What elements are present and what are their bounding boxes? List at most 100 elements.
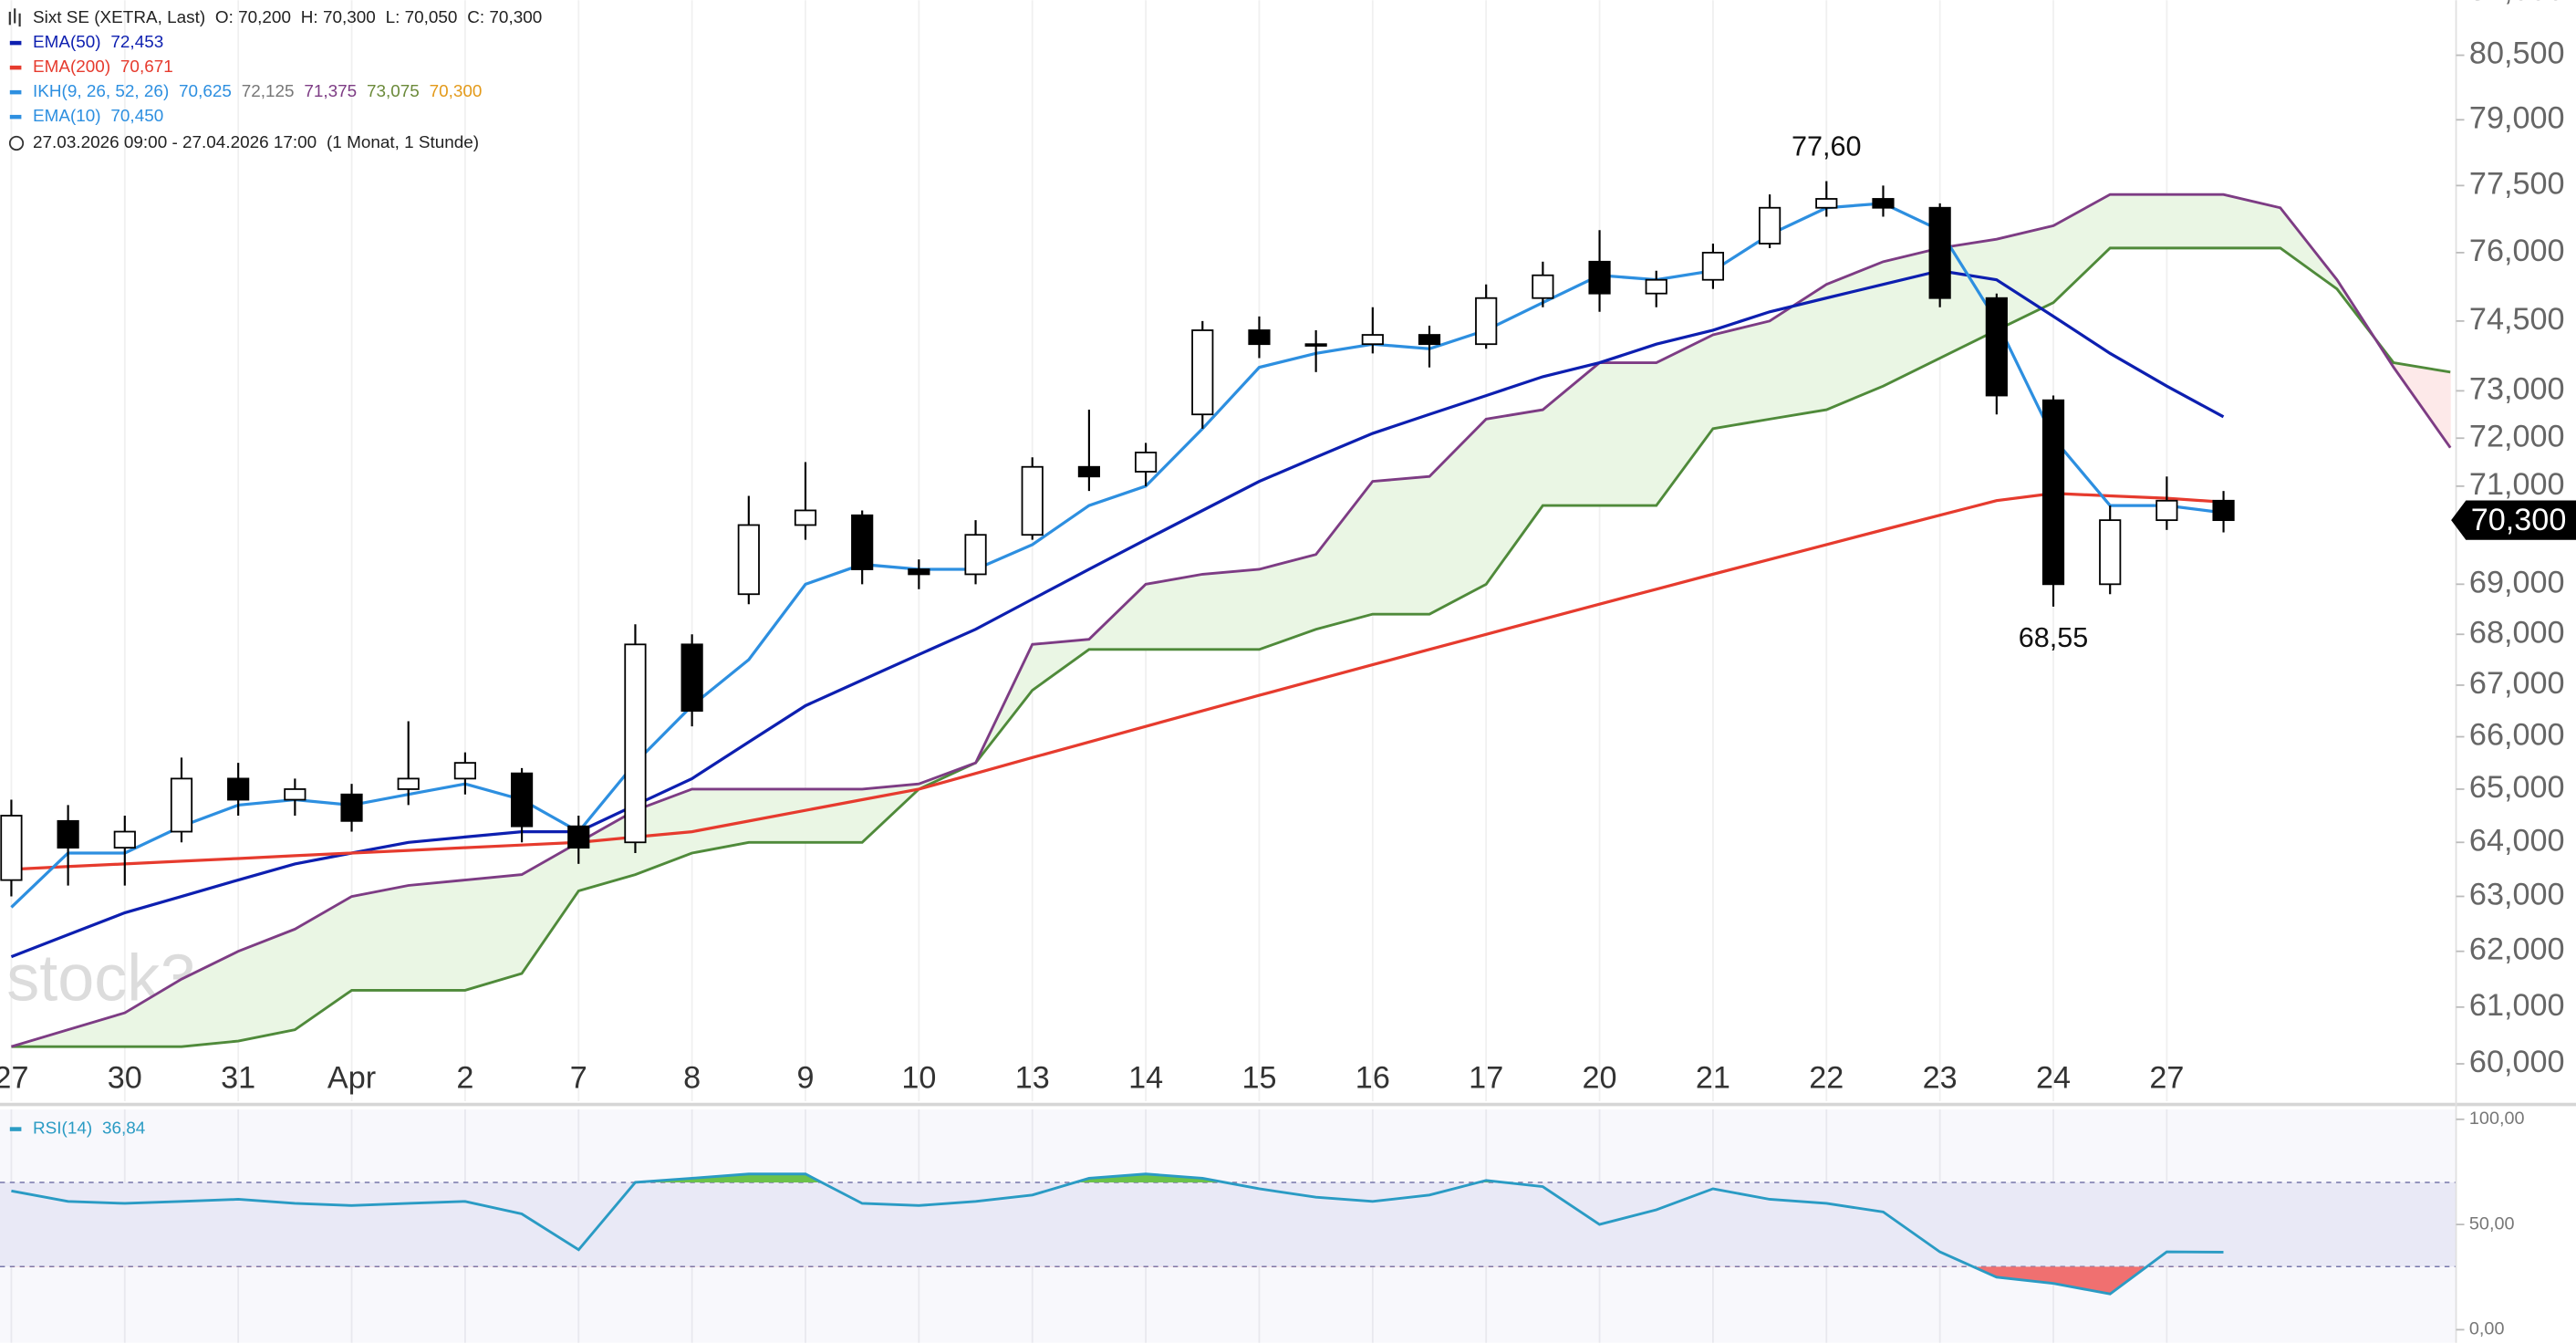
- y-tick-label: 65,000: [2469, 770, 2565, 805]
- candle-body: [908, 568, 930, 576]
- y-tick-label: 73,000: [2469, 371, 2565, 406]
- cloud-fill: [1372, 475, 1430, 615]
- candle-body: [1077, 465, 1101, 478]
- x-tick-label: 7: [570, 1061, 587, 1096]
- cloud-fill: [1825, 261, 1884, 411]
- rsi-under-fill: [1972, 1266, 2147, 1295]
- legend-value: 70,671: [120, 57, 173, 77]
- y-tick-label: 61,000: [2469, 988, 2565, 1023]
- legend-entry: EMA(10) 70,450: [33, 107, 163, 126]
- candle-body: [851, 514, 874, 570]
- last-price-tag: [2451, 500, 2576, 540]
- symbol: Sixt SE (XETRA, Last): [33, 8, 205, 27]
- cloud-fill: [1599, 362, 1657, 506]
- x-tick-label: Apr: [327, 1061, 376, 1096]
- y-tick-label: 62,000: [2469, 932, 2565, 967]
- y-tick-label: 66,000: [2469, 718, 2565, 753]
- candle-body: [2155, 499, 2178, 522]
- extreme-label: 68,55: [2019, 622, 2089, 653]
- cloud-fill: [2166, 193, 2225, 249]
- candle-body: [57, 819, 79, 849]
- candle-body: [170, 777, 193, 833]
- candle-body: [2099, 519, 2122, 586]
- candle-body: [680, 643, 703, 713]
- x-tick-label: 17: [1469, 1061, 1503, 1096]
- rsi-legend: RSI(14) 36,84: [33, 1119, 145, 1139]
- candle-body: [1985, 297, 2008, 397]
- candle-body: [1815, 198, 1838, 209]
- grid: [0, 0, 2457, 1343]
- legend-value: 71,375: [304, 82, 357, 101]
- candle-body: [227, 777, 250, 801]
- x-tick-label: 27: [2149, 1061, 2184, 1096]
- y-tick-label: 72,000: [2469, 419, 2565, 453]
- y-tick-label: 79,000: [2469, 100, 2565, 135]
- rsi-y-tick-label: 50,00: [2469, 1213, 2515, 1234]
- y-tick-label: 60,000: [2469, 1045, 2565, 1079]
- y-tick-label: 74,500: [2469, 302, 2565, 337]
- candle-body: [510, 772, 534, 828]
- legend-value: 70,625: [179, 82, 232, 101]
- x-tick-label: 31: [221, 1061, 255, 1096]
- ema-line: [11, 492, 2224, 871]
- x-tick-label: 20: [1583, 1061, 1617, 1096]
- x-tick-label: 9: [796, 1061, 814, 1096]
- candle-body: [397, 777, 420, 790]
- x-tick-label: 13: [1015, 1061, 1050, 1096]
- candle-body: [1588, 260, 1611, 295]
- legend-value: 72,453: [110, 33, 163, 52]
- high-text: H: 70,300: [301, 8, 376, 27]
- y-tick-label: 63,000: [2469, 878, 2565, 912]
- candle-body: [2212, 499, 2235, 522]
- candle-body: [1248, 329, 1271, 346]
- candle-body: [624, 643, 647, 844]
- candle-body: [1418, 334, 1441, 346]
- legend-name: IKH(9, 26, 52, 26): [33, 82, 169, 101]
- candle-body: [0, 815, 23, 881]
- rsi-y-tick-label: 100,00: [2469, 1109, 2525, 1129]
- cloud-line: [11, 193, 2452, 1048]
- y-tick-label: 68,000: [2469, 615, 2565, 650]
- candle-body: [1135, 452, 1158, 473]
- legend-value: 70,450: [110, 107, 163, 126]
- legend-entry: EMA(50) 72,453: [33, 33, 163, 52]
- candle-body: [340, 793, 363, 822]
- candle-body: [567, 825, 590, 849]
- cloud-fill: [1201, 568, 1260, 651]
- open-text: O: 70,200: [215, 8, 291, 27]
- candle-body: [1021, 465, 1044, 536]
- candle-body: [1928, 206, 1951, 299]
- candle-body: [1361, 334, 1384, 346]
- candle-body: [1759, 206, 1781, 245]
- period: (1 Monat, 1 Stunde): [327, 133, 479, 152]
- candle-body: [794, 509, 817, 526]
- candle-body: [1532, 274, 1554, 299]
- y-tick-label: 76,000: [2469, 234, 2565, 268]
- cloud-fill: [464, 874, 523, 991]
- x-tick-label: 23: [1923, 1061, 1958, 1096]
- cloud-fill: [351, 885, 410, 991]
- legend-value: 70,300: [430, 82, 483, 101]
- candle-body: [2041, 399, 2065, 586]
- candle-body: [1475, 297, 1498, 346]
- x-tick-label: 21: [1696, 1061, 1730, 1096]
- candle-body: [737, 524, 760, 596]
- x-tick-label: 24: [2036, 1061, 2071, 1096]
- rsi-line: [11, 1172, 2224, 1296]
- candle-body: [1304, 343, 1327, 347]
- plot: 77,60 68,55: [0, 131, 2452, 1296]
- legend-entry: IKH(9, 26, 52, 26) 70,625 72,125 71,375 73,0…: [33, 82, 482, 101]
- legend-value: 72,125: [242, 82, 295, 101]
- candle-body: [1645, 278, 1667, 295]
- close-text: C: 70,300: [467, 8, 542, 27]
- cloud-fill: [805, 788, 863, 843]
- range-line: 27.03.2026 09:00 - 27.04.2026 17:00 (1 Mo…: [33, 133, 479, 152]
- y-tick-label: 67,000: [2469, 666, 2565, 701]
- x-tick-label: 15: [1241, 1061, 1276, 1096]
- x-tick-label: 2: [456, 1061, 473, 1096]
- ema-line: [10, 269, 2225, 959]
- legend-name: EMA(200): [33, 57, 110, 77]
